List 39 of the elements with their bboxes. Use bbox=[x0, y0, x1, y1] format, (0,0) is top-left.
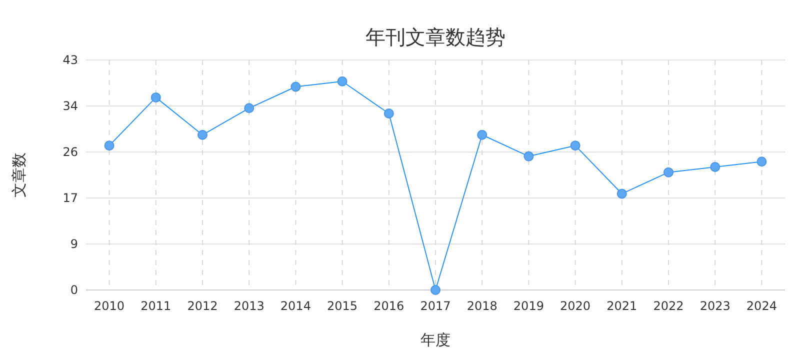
point bbox=[664, 167, 674, 178]
point bbox=[616, 188, 627, 199]
x-tick-label: 2012 bbox=[187, 299, 218, 313]
point bbox=[104, 140, 114, 151]
x-axis-title: 年度 bbox=[420, 331, 450, 349]
chart-title: 年刊文章数趋势 bbox=[366, 25, 506, 49]
y-tick-label: 43 bbox=[62, 53, 78, 68]
x-tick-label: 2021 bbox=[606, 299, 638, 313]
x-tick-label: 2019 bbox=[513, 299, 544, 313]
x-tick-label: 2010 bbox=[94, 299, 125, 313]
x-tick-label: 2016 bbox=[374, 299, 404, 313]
x-tick-label: 2024 bbox=[746, 299, 777, 313]
y-tick-label: 17 bbox=[62, 191, 78, 206]
point bbox=[384, 108, 394, 118]
x-tick-label: 2015 bbox=[327, 299, 358, 313]
point bbox=[244, 103, 254, 114]
y-tick-label: 0 bbox=[70, 283, 78, 298]
y-axis-title: 文章数 bbox=[10, 152, 28, 198]
point bbox=[337, 76, 348, 86]
y-tick-label: 26 bbox=[62, 145, 78, 160]
x-tick-label: 2011 bbox=[140, 299, 172, 313]
x-tick-label: 2013 bbox=[234, 299, 264, 313]
y-tick-label: 9 bbox=[70, 237, 78, 252]
point bbox=[477, 130, 488, 140]
x-tick-label: 2014 bbox=[280, 299, 311, 313]
point bbox=[710, 162, 720, 172]
point bbox=[150, 92, 161, 102]
x-tick-label: 2018 bbox=[466, 299, 498, 313]
point bbox=[430, 285, 440, 295]
x-tick-label: 2020 bbox=[560, 299, 591, 313]
point bbox=[570, 140, 580, 151]
y-tick-label: 34 bbox=[62, 99, 78, 114]
point bbox=[198, 130, 208, 140]
point bbox=[524, 151, 534, 162]
x-tick-label: 2023 bbox=[700, 299, 730, 313]
x-tick-label: 2022 bbox=[653, 299, 684, 313]
point bbox=[756, 156, 767, 167]
point bbox=[290, 82, 301, 92]
x-tick-label: 2017 bbox=[420, 299, 451, 313]
